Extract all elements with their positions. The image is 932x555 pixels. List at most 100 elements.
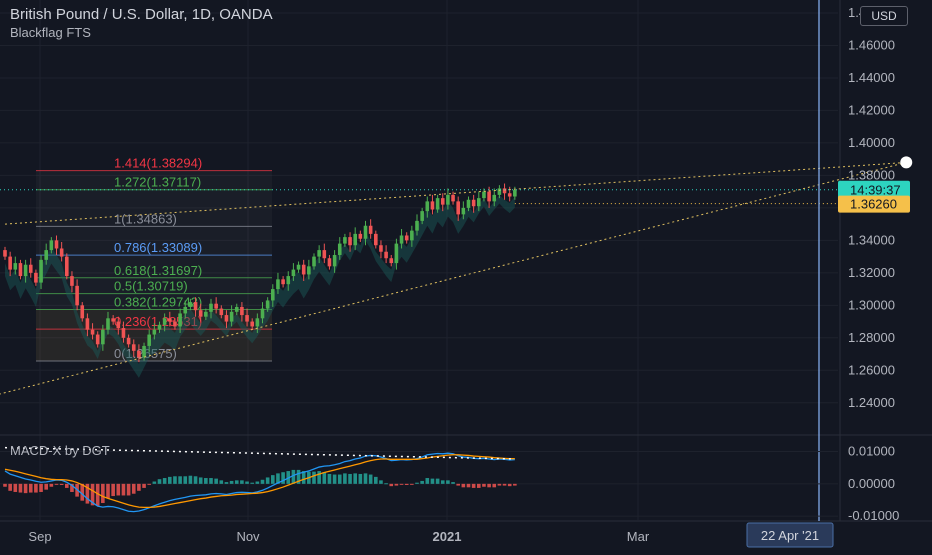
candle-body [224, 315, 229, 322]
candle-body [219, 308, 224, 316]
level-tag-label: 1.36260 [850, 197, 897, 212]
candle-body [399, 235, 404, 244]
candle-body [477, 198, 481, 207]
candle-body [116, 321, 121, 329]
candle-body [95, 334, 100, 345]
price-tick-label: 1.34000 [848, 232, 895, 247]
candle-body [34, 272, 38, 283]
level-tag-bg [838, 195, 910, 213]
candle-body [368, 225, 373, 234]
candle-body [183, 306, 188, 314]
candle-body [332, 254, 337, 267]
time-tick-label: Nov [236, 529, 260, 544]
macd-histogram-bar [363, 473, 368, 484]
macd-histogram-bar [374, 476, 378, 484]
macd-histogram-bar [379, 480, 383, 484]
crosshair-date-bg [746, 522, 834, 548]
candle-body [131, 344, 136, 351]
signal-line [4, 454, 515, 509]
macd-histogram-bar [65, 483, 69, 488]
macd-histogram-bar [111, 483, 115, 497]
candle-body [353, 233, 357, 246]
candle-body [70, 276, 74, 286]
macd-histogram-bar [317, 471, 321, 484]
macd-histogram-bar [59, 483, 64, 486]
macd-histogram-bar [147, 483, 151, 485]
candle-body [240, 306, 244, 316]
candle-body [214, 303, 218, 309]
macd-histogram-bar [435, 478, 440, 484]
macd-histogram-bar [250, 482, 254, 484]
macd-histogram-bar [8, 483, 12, 491]
macd-histogram-bar [312, 471, 316, 484]
price-tick-label: 1.38000 [848, 167, 895, 182]
macd-histogram-bar [137, 483, 141, 491]
candle-body [198, 310, 203, 317]
candle-body [312, 256, 316, 267]
macd-histogram-bar [399, 483, 404, 485]
fib-level-label: 0.786(1.33089) [114, 240, 202, 255]
candle-body [446, 194, 450, 205]
macd-histogram-bar [353, 473, 357, 484]
candle-body [271, 289, 275, 301]
fib-level-label: 1.414(1.38294) [114, 156, 202, 171]
macd-histogram-bar [513, 483, 517, 486]
macd-histogram-bar [271, 475, 275, 484]
macd-histogram-bar [18, 483, 23, 493]
macd-histogram-bar [291, 469, 296, 484]
price-tick-label: 1.24000 [848, 395, 895, 410]
fib-level-label: 1.272(1.37117) [114, 175, 201, 190]
macd-histogram-bar [332, 474, 337, 484]
macd-histogram-bar [214, 478, 218, 484]
candle-body [461, 207, 466, 215]
candle-body [49, 240, 54, 251]
macd-histogram-bar [219, 480, 224, 484]
candle-body [65, 256, 69, 277]
macd-histogram-bar [49, 483, 54, 487]
macd-histogram-bar [85, 483, 90, 504]
macd-histogram-bar [343, 473, 347, 484]
currency-button[interactable]: USD [860, 6, 908, 26]
macd-histogram-bar [224, 482, 229, 484]
time-tick-label: Sep [28, 529, 51, 544]
candle-body [80, 305, 85, 319]
macd-histogram-bar [178, 476, 182, 484]
candle-body [451, 194, 455, 202]
candle-body [482, 191, 486, 199]
macd-histogram-bar [116, 483, 121, 496]
macd-histogram-bar [477, 483, 481, 488]
macd-histogram-bar [255, 481, 260, 484]
candle-body [39, 259, 43, 283]
macd-histogram-bar [173, 476, 177, 484]
price-tick-label: 1.32000 [848, 265, 895, 280]
candle-body [178, 313, 182, 327]
macd-histogram-bar [183, 476, 188, 484]
macd-line [4, 452, 515, 513]
candle-body [497, 188, 502, 195]
macd-histogram-bar [487, 483, 491, 488]
macd-tick-label: 0.01000 [848, 444, 895, 459]
macd-histogram-bar [162, 478, 167, 484]
fib-level-label: 0.5(1.30719) [114, 279, 188, 294]
trendline-apex-marker [900, 156, 913, 169]
candle-body [384, 251, 388, 259]
macd-histogram-bar [245, 481, 249, 484]
indicator-label: Blackflag FTS [10, 25, 91, 40]
candle-body [420, 211, 424, 221]
candle-body [492, 194, 497, 202]
candle-body [168, 318, 172, 322]
candle-body [487, 191, 491, 202]
macd-histogram-bar [80, 483, 85, 501]
macd-histogram-bar [430, 478, 435, 484]
candle-body [358, 233, 363, 239]
macd-histogram-bar [461, 483, 466, 488]
macd-histogram-bar [471, 483, 476, 488]
candle-body [379, 245, 383, 252]
candle-body [410, 230, 414, 241]
macd-histogram-bar [23, 483, 28, 494]
price-tick-label: 1.26000 [848, 362, 895, 377]
macd-histogram-bar [296, 469, 301, 484]
candle-body [147, 334, 151, 346]
